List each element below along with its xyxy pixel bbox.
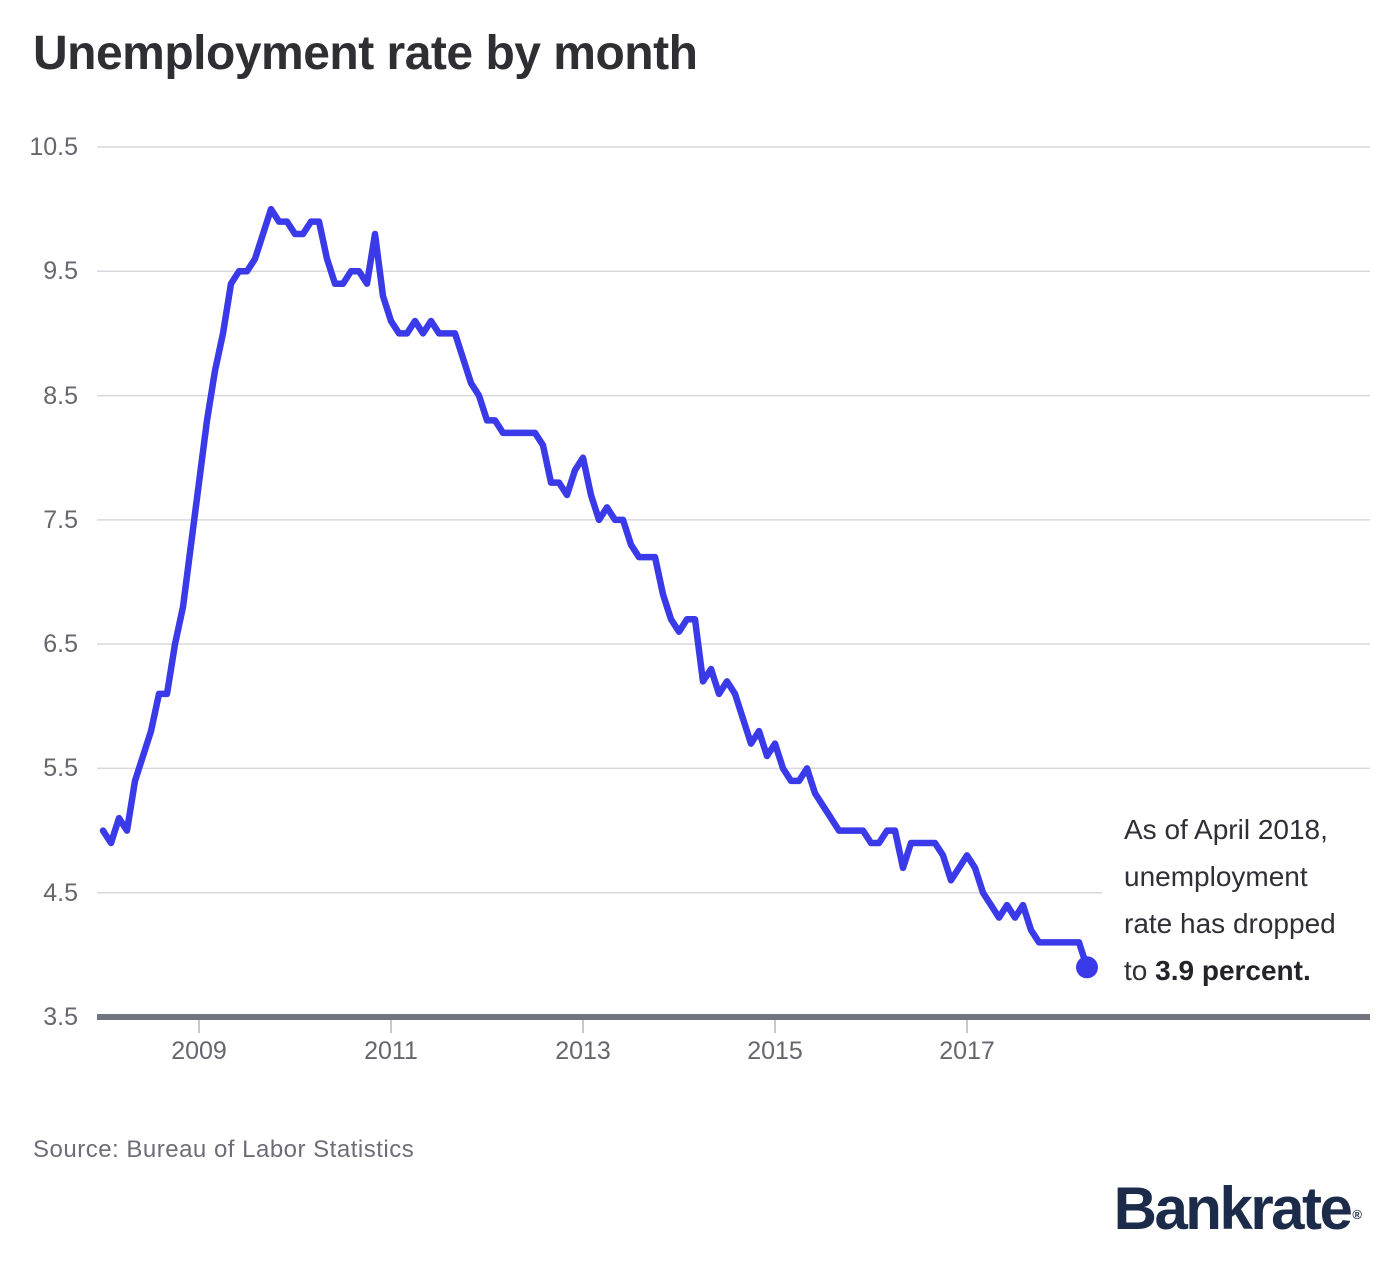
y-axis-label: 4.5 xyxy=(43,878,78,907)
annotation-line: to 3.9 percent. xyxy=(1124,947,1384,994)
annotation-line: unemployment xyxy=(1124,861,1308,892)
chart-annotation: As of April 2018, unemployment rate has … xyxy=(1124,806,1384,994)
annotation-line: As of April 2018, xyxy=(1124,814,1328,845)
chart-title: Unemployment rate by month xyxy=(33,27,698,80)
annotation-line: rate has dropped xyxy=(1124,908,1336,939)
x-axis-label: 2013 xyxy=(555,1037,611,1065)
y-axis-label: 8.5 xyxy=(43,381,78,410)
y-axis-label: 6.5 xyxy=(43,630,78,659)
end-point-dot xyxy=(1076,956,1098,979)
y-axis-label: 9.5 xyxy=(43,257,78,286)
source-text: Source: Bureau of Labor Statistics xyxy=(33,1136,415,1163)
y-axis-label: 3.5 xyxy=(43,1003,78,1031)
x-axis-line xyxy=(97,1014,1370,1020)
x-axis-label: 2015 xyxy=(747,1037,803,1065)
x-axis-label: 2011 xyxy=(364,1037,418,1065)
annotation-value: 3.9 percent. xyxy=(1155,955,1311,986)
y-axis-label: 10.5 xyxy=(29,133,78,161)
y-axis-label: 7.5 xyxy=(43,505,78,534)
bankrate-logo: Bankrate ® xyxy=(1113,1175,1362,1242)
registered-trademark-icon: ® xyxy=(1352,1207,1362,1222)
x-axis-label: 2009 xyxy=(171,1037,227,1065)
unemployment-rate-line xyxy=(99,205,1091,971)
brand-wordmark: Bankrate xyxy=(1113,1175,1353,1242)
y-axis-label: 5.5 xyxy=(43,754,78,783)
annotation-prefix: to xyxy=(1124,955,1156,986)
x-axis-label: 2017 xyxy=(939,1037,995,1065)
